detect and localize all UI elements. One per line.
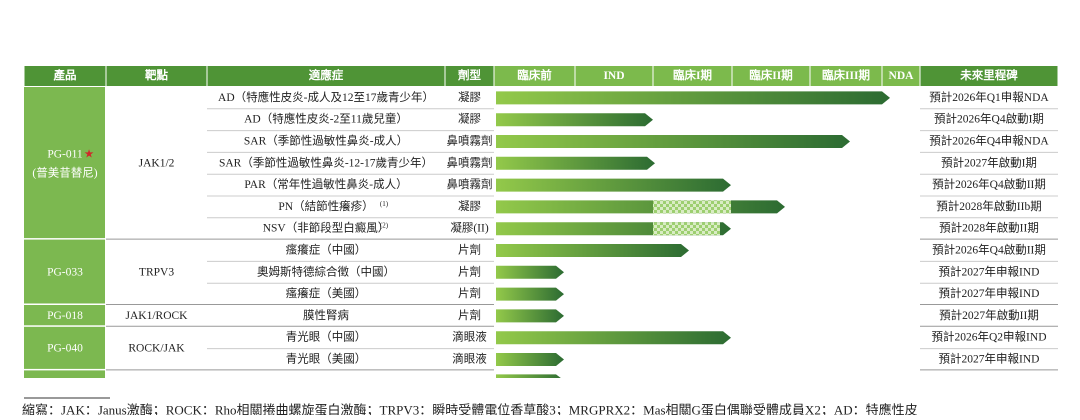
header-cell bbox=[445, 66, 494, 86]
header-cell bbox=[106, 66, 207, 86]
form: 凝膠 bbox=[458, 90, 481, 104]
milestone: 預計2027年申報IND bbox=[939, 286, 1040, 300]
form: 片劑 bbox=[458, 308, 481, 322]
footnote-mark: (2) bbox=[380, 222, 389, 230]
progress-bar bbox=[496, 178, 731, 192]
indication: 瘙癢症（美國） bbox=[286, 286, 367, 300]
product-cell bbox=[24, 326, 105, 369]
form: 片劑 bbox=[458, 264, 481, 278]
indication: SAR（季節性過敏性鼻炎-12-17歲青少年） bbox=[219, 155, 433, 169]
milestone: 預計2026年Q4啟動II期 bbox=[932, 243, 1046, 257]
product-cell bbox=[24, 87, 105, 239]
header-cell bbox=[207, 66, 445, 86]
form: 片劑 bbox=[458, 286, 481, 300]
form: 滴眼液 bbox=[452, 330, 487, 344]
form: 鼻噴霧劑 bbox=[447, 155, 493, 169]
product-cell bbox=[24, 305, 105, 326]
header-cell bbox=[920, 66, 1058, 86]
header-text: 靶點 bbox=[145, 68, 168, 82]
milestone: 預計2026年Q1申報NDA bbox=[929, 90, 1049, 104]
progress-bar bbox=[496, 353, 564, 366]
product-cell bbox=[24, 239, 105, 304]
header-cell bbox=[732, 66, 810, 86]
footnote: 縮寫：JAK：Janus激酶；ROCK：Rho相關捲曲螺旋蛋白激酶；TRPV3：… bbox=[22, 403, 918, 416]
form: 滴眼液 bbox=[452, 352, 487, 366]
indication: 青光眼（美國） bbox=[286, 352, 367, 366]
header-text: 臨床II期 bbox=[749, 68, 792, 82]
target: ROCK/JAK bbox=[128, 343, 185, 355]
header-text: 未來里程碑 bbox=[959, 68, 1018, 82]
footnote-mark: (1) bbox=[380, 200, 389, 208]
header-text: 適應症 bbox=[309, 68, 344, 82]
milestone: 預計2028年啟動IIb期 bbox=[936, 199, 1041, 213]
progress-segment bbox=[653, 222, 720, 236]
header-cell bbox=[810, 66, 882, 86]
progress-bar bbox=[496, 309, 564, 323]
header-text: 臨床I期 bbox=[673, 68, 712, 82]
product-name: PG-018 bbox=[47, 310, 83, 322]
milestone: 預計2027年申報IND bbox=[939, 352, 1040, 366]
indication: PN（結節性癢疹） bbox=[278, 199, 373, 213]
milestone: 預計2027年啟動I期 bbox=[941, 155, 1037, 169]
product-name: PG-040 bbox=[47, 343, 83, 355]
header-text: 臨床前 bbox=[517, 68, 552, 82]
indication: 奧姆斯特德綜合徵（中國） bbox=[257, 264, 395, 278]
progress-bar bbox=[496, 156, 655, 170]
progress-bar bbox=[496, 200, 785, 214]
indication: NSV（非節段型白癜風） bbox=[263, 221, 390, 235]
product-sub: (普美昔替尼) bbox=[32, 165, 97, 179]
product-name: PG-011 bbox=[47, 148, 83, 160]
target: TRPV3 bbox=[139, 266, 174, 278]
header-cell bbox=[494, 66, 575, 86]
target: JAK1/2 bbox=[139, 157, 175, 169]
progress-bar bbox=[496, 287, 564, 301]
milestone: 預計2026年Q2申報IND bbox=[932, 330, 1047, 344]
header-text: 產品 bbox=[53, 68, 77, 82]
form: 鼻噴霧劑 bbox=[447, 177, 493, 191]
indication: 膜性腎病 bbox=[303, 308, 349, 322]
target: JAK1/ROCK bbox=[126, 310, 189, 322]
product-cell bbox=[24, 370, 105, 378]
milestone: 預計2027年申報IND bbox=[939, 264, 1040, 278]
form: 凝膠(II) bbox=[450, 221, 488, 235]
indication: 青光眼（中國） bbox=[286, 330, 367, 344]
milestone: 預計2028年啟動II期 bbox=[939, 221, 1039, 235]
progress-bar bbox=[496, 244, 689, 257]
indication: AD（特應性皮炎-成人及12至17歲青少年） bbox=[218, 90, 434, 104]
form: 鼻噴霧劑 bbox=[447, 134, 493, 148]
header-text: 臨床III期 bbox=[822, 68, 870, 82]
indication: PAR（常年性過敏性鼻炎-成人） bbox=[244, 177, 407, 191]
indication: 瘙癢症（中國） bbox=[286, 243, 367, 257]
progress-bar bbox=[496, 91, 890, 105]
progress-bar bbox=[496, 265, 564, 279]
progress-segment bbox=[653, 200, 731, 214]
progress-bar bbox=[496, 113, 653, 127]
indication: SAR（季節性過敏性鼻炎-成人） bbox=[244, 134, 408, 148]
milestone: 預計2026年Q4啟動II期 bbox=[932, 177, 1046, 191]
header-text: NDA bbox=[889, 70, 915, 82]
progress-bar bbox=[496, 331, 731, 345]
mask bbox=[0, 378, 1080, 415]
star: ★ bbox=[84, 148, 94, 160]
header-text: 劑型 bbox=[457, 68, 481, 82]
indication: AD（特應性皮炎-2至11歲兒童） bbox=[244, 112, 408, 126]
form: 凝膠 bbox=[458, 199, 481, 213]
product-name: PG-033 bbox=[47, 266, 83, 278]
milestone: 預計2026年Q4啟動I期 bbox=[934, 112, 1044, 126]
milestone: 預計2026年Q4申報NDA bbox=[929, 134, 1049, 148]
header-text: IND bbox=[603, 70, 624, 82]
header-cell bbox=[575, 66, 653, 86]
form: 凝膠 bbox=[458, 112, 481, 126]
milestone: 預計2027年啟動II期 bbox=[939, 308, 1039, 322]
header-cell bbox=[653, 66, 732, 86]
form: 片劑 bbox=[458, 243, 481, 257]
header-cell bbox=[24, 66, 106, 86]
progress-bar bbox=[496, 135, 850, 148]
header-cell bbox=[882, 66, 920, 86]
